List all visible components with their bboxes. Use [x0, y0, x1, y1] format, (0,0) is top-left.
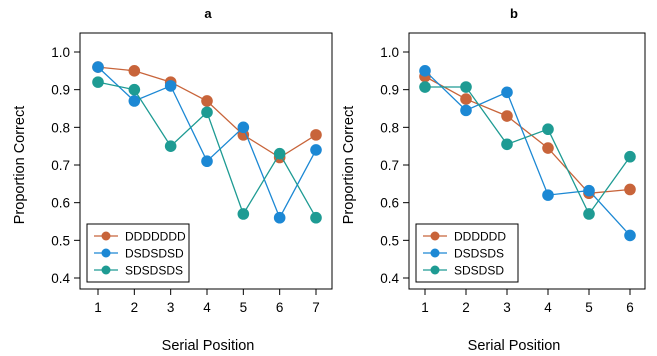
panel-b-y-tick-label: 1.0 — [380, 45, 399, 60]
panel-a-series-3-point — [164, 140, 177, 152]
panel-a-x-tick-label: 1 — [94, 300, 102, 315]
panel-b-legend: DDDDDD DSDSDS SDSDSD — [415, 223, 519, 283]
panel-b-legend-label: DSDSDS — [454, 247, 504, 261]
panel-a-x-tick-label: 6 — [276, 300, 284, 315]
panel-a-x-tick-label: 2 — [131, 300, 139, 315]
panel-b-series-2-point — [542, 189, 554, 201]
panel-a-y-axis-title: Proportion Correct — [12, 106, 28, 224]
panel-a-series-2-point — [92, 61, 104, 73]
panel-a-legend-swatch-marker — [101, 248, 111, 258]
panel-b: b Proportion Correct Serial Position 0.4… — [341, 6, 646, 354]
panel-a-y-tick-label: 0.6 — [51, 196, 70, 211]
panel-a-y-tick-label: 0.5 — [51, 233, 70, 248]
panel-b-series-2-line — [424, 70, 631, 236]
panel-b-x-tick-label: 5 — [585, 300, 593, 315]
panel-a-series-3-point — [201, 106, 213, 119]
panel-b-x-tick-label: 3 — [503, 300, 511, 315]
panel-b-series-3-point — [583, 208, 595, 220]
panel-b-legend-swatch-marker — [430, 265, 440, 275]
panel-a-y-tick-label: 0.8 — [51, 120, 70, 135]
panel-a-series-2-point — [128, 95, 141, 107]
panel-a-plot-frame — [79, 32, 333, 290]
panel-b-y-tick-label: 0.4 — [380, 271, 399, 286]
panel-b-series-2-point — [460, 104, 472, 117]
panel-a-series-3-point — [128, 83, 141, 96]
panel-a-legend-label: SDSDSDS — [125, 264, 183, 278]
panel-b-series-1-point — [624, 183, 636, 196]
panel-a-series-3-point — [273, 147, 286, 160]
panel-b-series-3-line — [425, 86, 631, 216]
panel-a-series-3-point — [310, 211, 322, 224]
panel-b-series-3-point — [542, 123, 554, 136]
panel-a-y-tick-label: 0.7 — [51, 158, 70, 173]
panel-b-series-1-point — [460, 93, 472, 105]
panel-b-legend-swatch-marker — [430, 231, 440, 241]
panel-b-series-1-line — [424, 75, 631, 194]
panel-b-y-tick-label: 0.9 — [380, 83, 399, 98]
panel-a-title: a — [204, 6, 212, 21]
panel-a-series-2-point — [201, 155, 213, 168]
panel-a-series-3-point — [237, 208, 250, 220]
panel-a-y-tick-label: 1.0 — [51, 45, 70, 60]
panel-b-y-axis-title: Proportion Correct — [341, 106, 357, 224]
panel-b-series-2-point — [501, 86, 513, 99]
panel-b-series-3-point — [624, 150, 636, 163]
panel-a-legend-swatch-marker — [101, 231, 111, 241]
panel-b-x-tick-label: 4 — [544, 300, 552, 315]
panel-a-y-tick-label: 0.4 — [51, 271, 70, 286]
panel-a-x-tick-label: 5 — [240, 300, 248, 315]
panel-b-series-2-point — [419, 65, 431, 77]
panel-a-series-2-point — [310, 144, 322, 156]
panel-b-legend-swatch-marker — [430, 248, 440, 258]
panel-b-series-3-point — [460, 81, 472, 93]
panel-a-y-tick-label: 0.9 — [51, 83, 70, 98]
panel-b-plot-frame — [408, 32, 646, 290]
panel-a-x-axis-title: Serial Position — [162, 338, 255, 354]
panel-b-series-2-point — [624, 229, 636, 242]
panel-a-legend: DDDDDDD DSDSDSD SDSDSDS — [86, 223, 190, 283]
panel-a-series-1-point — [201, 95, 213, 107]
panel-b-y-tick-label: 0.6 — [380, 196, 399, 211]
panel-a-legend-label: DDDDDDD — [125, 230, 186, 244]
panel-a-series-2-point — [273, 211, 286, 224]
panel-b-series-3-point — [501, 138, 513, 151]
panel-a-x-tick-label: 4 — [203, 300, 211, 315]
panel-b-x-tick-label: 2 — [462, 300, 470, 315]
panel-b-legend-label: DDDDDD — [454, 230, 506, 244]
panel-a-series-2-point — [237, 121, 250, 134]
panel-a-legend-label: DSDSDSD — [125, 247, 184, 261]
panel-a-x-tick-label: 3 — [167, 300, 175, 315]
panel-b-y-tick-label: 0.7 — [380, 158, 399, 173]
panel-a-legend-swatch-marker — [101, 265, 111, 275]
panel-b-x-axis-title: Serial Position — [468, 338, 561, 354]
panel-b-series-2-point — [583, 184, 595, 197]
panel-b-x-tick-label: 6 — [626, 300, 634, 315]
panel-a-series-1-point — [310, 129, 322, 141]
panel-a-series-3-point — [92, 76, 104, 88]
panel-b-y-tick-label: 0.5 — [380, 233, 399, 248]
panel-b-series-3-point — [419, 81, 431, 93]
panel-b-y-tick-label: 0.8 — [380, 120, 399, 135]
panel-b-series-1-point — [501, 110, 513, 122]
panel-a-x-tick-label: 7 — [312, 300, 320, 315]
panel-b-x-tick-label: 1 — [421, 300, 429, 315]
panel-b-series-1-point — [542, 142, 554, 154]
panel-b-title: b — [510, 6, 518, 21]
panel-a: a Proportion Correct Serial Position 0.4… — [12, 6, 333, 354]
panel-b-legend-label: SDSDSD — [454, 264, 504, 278]
panel-a-series-1-point — [128, 65, 141, 77]
panel-a-series-2-point — [164, 80, 177, 92]
